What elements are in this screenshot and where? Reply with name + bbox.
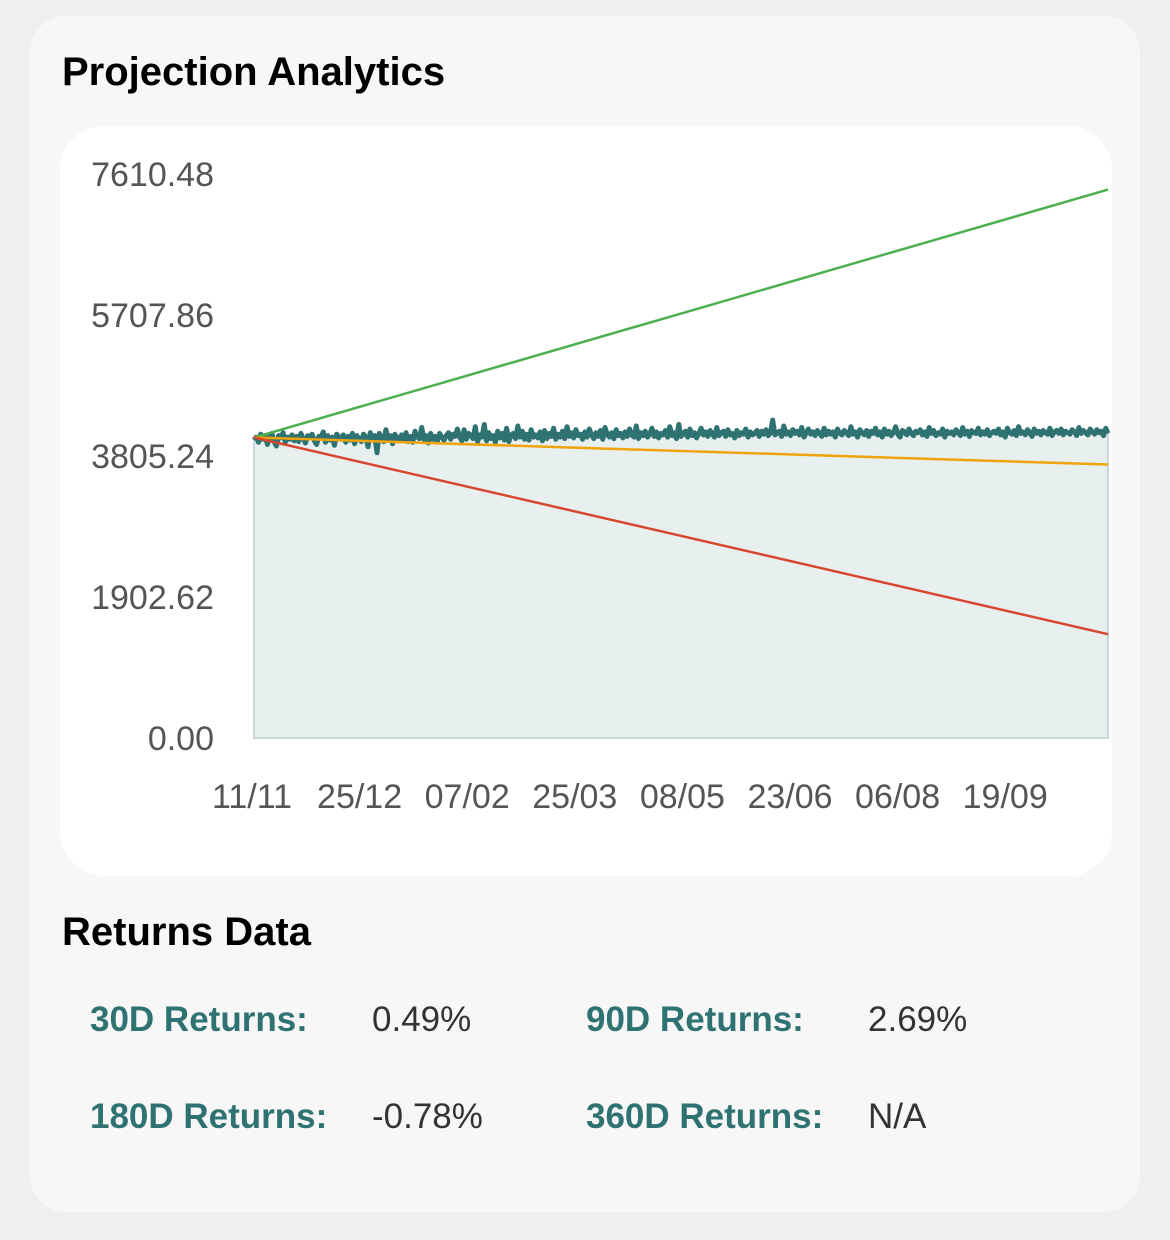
x-tick-label: 25/12 [317, 778, 402, 816]
projection-chart-panel: 7610.48 5707.86 3805.24 1902.62 0.00 11/11 25/… [60, 126, 1112, 876]
y-tick-label: 1902.62 [91, 579, 214, 617]
x-tick-label: 06/08 [855, 778, 940, 816]
returns-label-360d: 360D Returns: [586, 1097, 824, 1136]
projection-card: Projection Analytics 7610.48 5707.86 3805.… [30, 16, 1140, 1212]
projection-chart: 7610.48 5707.86 3805.24 1902.62 0.00 11/11 25/… [91, 156, 1111, 816]
x-tick-label: 11/11 [212, 778, 292, 816]
returns-value-90d: 2.69% [868, 1000, 968, 1039]
returns-label-90d: 90D Returns: [586, 1000, 804, 1039]
y-tick-label: 5707.86 [91, 297, 214, 335]
y-tick-label: 7610.48 [91, 156, 214, 194]
x-tick-label: 23/06 [747, 778, 832, 816]
projection-title: Projection Analytics [62, 50, 446, 94]
x-tick-label: 08/05 [640, 778, 725, 816]
returns-grid: 30D Returns: 0.49% 90D Returns: 2.69% 18… [90, 1000, 1070, 1170]
series-line-1 [253, 188, 1109, 439]
returns-title: Returns Data [62, 910, 311, 954]
x-tick-label: 19/09 [963, 778, 1048, 816]
series-line-2 [253, 436, 1109, 466]
returns-label-180d: 180D Returns: [90, 1097, 328, 1136]
series-line-0 [251, 417, 1111, 456]
returns-value-360d: N/A [868, 1097, 927, 1136]
series-line-3 [253, 436, 1109, 636]
y-tick-label: 3805.24 [91, 438, 214, 476]
y-tick-label: 0.00 [148, 720, 214, 758]
returns-label-30d: 30D Returns: [90, 1000, 308, 1039]
returns-value-180d: -0.78% [372, 1097, 483, 1136]
x-tick-label: 07/02 [425, 778, 510, 816]
x-tick-label: 25/03 [532, 778, 617, 816]
returns-value-30d: 0.49% [372, 1000, 472, 1039]
